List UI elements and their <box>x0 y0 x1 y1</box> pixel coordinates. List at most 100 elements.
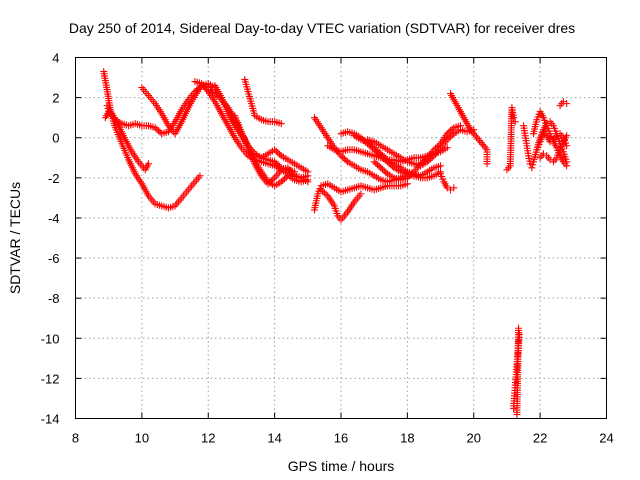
arc-c6-point <box>365 139 373 147</box>
arc-c4-point <box>377 164 385 172</box>
pts-e2-point <box>478 140 486 148</box>
arc-b2-point <box>276 150 284 158</box>
arc-c4-point <box>445 128 453 136</box>
arc-b6-point <box>304 172 312 180</box>
x-tick-label: 16 <box>334 431 348 446</box>
arc-c6-point <box>377 150 385 158</box>
y-tick-label: -8 <box>48 291 60 306</box>
arc-d2-point <box>322 190 330 198</box>
arc-c2-point <box>443 144 451 152</box>
pts-e2-point <box>474 135 482 143</box>
arc-b6-point <box>264 180 272 188</box>
arc-b4-point <box>281 175 289 183</box>
pts-e2-point <box>482 144 490 152</box>
grid-layer <box>75 57 607 419</box>
arc-a1-point <box>196 172 204 180</box>
arc-c5-point <box>445 134 453 142</box>
arc-b4-point <box>279 176 287 184</box>
arc-c5-point <box>425 156 433 164</box>
arc-c5-point <box>428 153 436 161</box>
arc-b2-point <box>272 147 280 155</box>
arc-g1-point <box>529 161 537 169</box>
arc-b6-point <box>266 178 274 186</box>
arc-b2-point <box>271 146 279 154</box>
arc-c5-point <box>443 136 451 144</box>
x-tick-label: 8 <box>72 431 79 446</box>
arc-c6-point <box>370 144 378 152</box>
arc-c1-point <box>340 155 348 163</box>
arc-b3-point <box>272 159 280 167</box>
arc-b3-point <box>274 161 282 169</box>
arc-f2-point <box>516 330 524 338</box>
arc-g3-point <box>563 142 571 150</box>
arc-c6-point <box>374 147 382 155</box>
arc-a3-point <box>154 127 162 135</box>
arc-c4-point <box>443 130 451 138</box>
arc-c1-point <box>339 153 347 161</box>
x-tick-label: 10 <box>135 431 149 446</box>
y-tick-label: -12 <box>41 371 60 386</box>
arc-a2-point <box>145 160 153 168</box>
pts-e2-point <box>477 138 485 146</box>
arc-b3-point <box>271 158 279 166</box>
arc-c4-point <box>447 127 455 135</box>
pts-e2-point <box>483 160 491 168</box>
y-axis-label: SDTVAR / TECUs <box>7 182 23 294</box>
arc-c5-point <box>448 131 456 139</box>
y-tick-label: -10 <box>41 331 60 346</box>
y-tick-label: -14 <box>41 412 60 427</box>
arc-c4-point <box>382 168 390 176</box>
y-tick-label: 4 <box>52 51 59 66</box>
arc-c6-point <box>372 145 380 153</box>
y-tick-label: 0 <box>52 131 59 146</box>
x-axis-label: GPS time / hours <box>288 458 395 474</box>
arc-c4-point <box>448 125 456 133</box>
arc-c5-point <box>427 155 435 163</box>
arc-c4-point <box>380 167 388 175</box>
arc-g1-point <box>528 164 536 172</box>
arc-c4-point <box>374 161 382 169</box>
x-tick-label: 18 <box>400 431 414 446</box>
arc-g5-point <box>563 100 571 108</box>
arc-b5-point <box>277 120 285 128</box>
arc-c4-point <box>370 158 378 166</box>
arc-g4-point <box>563 132 571 140</box>
arc-g2-point <box>563 162 571 170</box>
arc-c1-point <box>342 156 350 164</box>
arc-c4-point <box>403 174 411 182</box>
arc-f1-point <box>515 324 523 332</box>
x-tick-label: 22 <box>533 431 547 446</box>
y-tick-label: -6 <box>48 251 60 266</box>
arc-a3-point <box>156 128 164 136</box>
arc-f1-point <box>510 114 518 122</box>
arc-c6-point <box>437 162 445 170</box>
arc-c6-point <box>364 138 372 146</box>
arc-a3-point <box>153 125 161 133</box>
x-tick-label: 12 <box>201 431 215 446</box>
y-tick-label: -4 <box>48 211 60 226</box>
arc-d2-point <box>320 189 328 197</box>
data-points <box>100 68 571 418</box>
arc-b2-point <box>274 149 282 157</box>
arc-c4-point <box>372 159 380 167</box>
arc-c6-point <box>367 141 375 149</box>
arc-c6-point <box>382 154 390 162</box>
arc-d2-point <box>319 187 327 195</box>
arc-b4-point <box>277 178 285 186</box>
arc-c4-point <box>378 165 386 173</box>
arc-d2-point <box>357 190 365 198</box>
arc-c5-point <box>447 133 455 141</box>
arc-c6-point <box>380 153 388 161</box>
arc-d1-point <box>403 180 411 188</box>
arc-c4-point <box>375 162 383 170</box>
x-tick-label: 24 <box>599 431 613 446</box>
arc-c6-point <box>378 151 386 159</box>
arc-c6-point <box>375 148 383 156</box>
arc-b6-point <box>267 177 275 185</box>
arc-c5-point <box>423 158 431 166</box>
arc-d2-point <box>317 186 325 194</box>
arc-a3-point <box>151 124 159 132</box>
arc-f1-point <box>511 118 519 126</box>
